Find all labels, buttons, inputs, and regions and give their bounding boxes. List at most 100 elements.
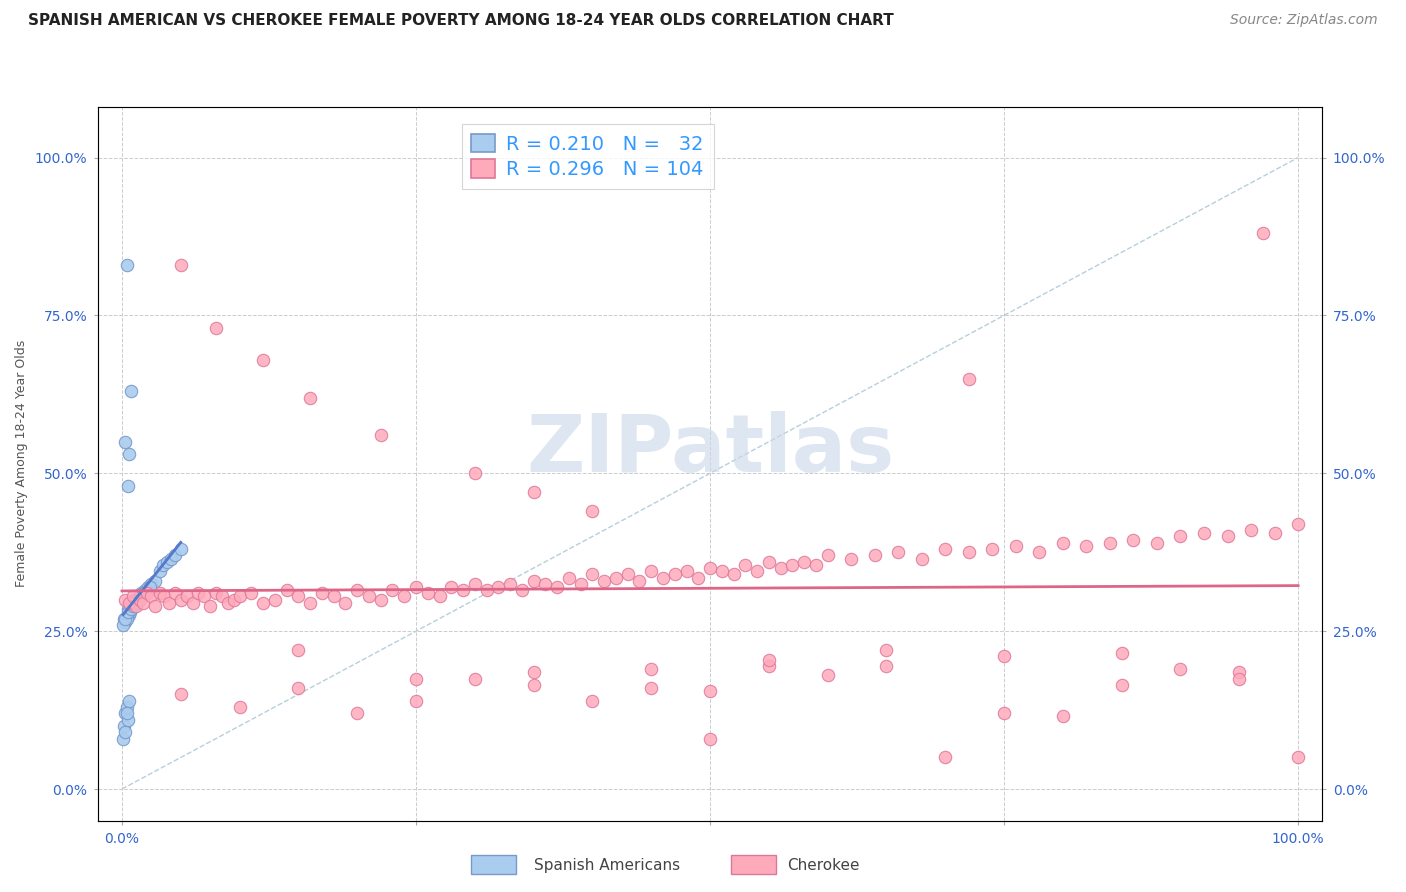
Point [170, 687, 193, 701]
Point [228, 700, 250, 714]
Point [135, 586, 157, 600]
Point [311, 586, 333, 600]
Point [1052, 535, 1074, 549]
Point [745, 564, 768, 578]
Point [1076, 539, 1098, 553]
Point [136, 580, 159, 594]
Point [287, 643, 309, 657]
Point [127, 592, 149, 607]
Point [114, 434, 136, 449]
Text: ZIPatlas: ZIPatlas [526, 410, 894, 489]
Point [1111, 678, 1133, 692]
Text: SPANISH AMERICAN VS CHEROKEE FEMALE POVERTY AMONG 18-24 YEAR OLDS CORRELATION CH: SPANISH AMERICAN VS CHEROKEE FEMALE POVE… [28, 13, 894, 29]
Point [699, 731, 721, 746]
Point [252, 596, 274, 610]
Point [370, 592, 392, 607]
Point [121, 590, 143, 604]
Point [118, 447, 141, 461]
Point [981, 542, 1004, 557]
Point [769, 561, 792, 575]
Point [112, 618, 135, 632]
Point [451, 583, 474, 598]
Point [170, 258, 193, 272]
Point [115, 700, 138, 714]
Point [688, 570, 710, 584]
Point [263, 592, 285, 607]
Point [346, 583, 368, 598]
Point [1111, 646, 1133, 660]
Point [181, 596, 204, 610]
Point [125, 596, 148, 610]
Point [252, 352, 274, 367]
Point [640, 681, 662, 695]
Point [887, 545, 910, 559]
Point [605, 570, 627, 584]
Point [217, 596, 239, 610]
Point [782, 558, 804, 572]
Point [1170, 529, 1192, 543]
Point [114, 611, 136, 625]
Point [581, 504, 603, 518]
Point [143, 574, 166, 588]
Point [112, 611, 135, 625]
Point [523, 678, 546, 692]
Point [1170, 662, 1192, 676]
Point [128, 590, 150, 604]
Point [581, 567, 603, 582]
Point [187, 586, 209, 600]
Point [240, 586, 263, 600]
Point [510, 583, 533, 598]
Point [114, 592, 136, 607]
Point [1286, 750, 1309, 764]
Point [120, 384, 142, 399]
Point [118, 693, 141, 707]
Point [1264, 526, 1286, 541]
Point [664, 567, 686, 582]
Point [392, 590, 416, 604]
Point [157, 596, 180, 610]
Point [839, 551, 862, 566]
Point [160, 551, 183, 566]
Point [911, 551, 934, 566]
Point [440, 580, 463, 594]
Point [176, 590, 198, 604]
Point [287, 681, 309, 695]
Point [118, 596, 141, 610]
Point [198, 599, 221, 613]
Point [416, 586, 439, 600]
Point [817, 549, 839, 563]
Point [143, 599, 166, 613]
Point [205, 586, 228, 600]
Point [523, 574, 546, 588]
Point [149, 564, 172, 578]
Text: Cherokee: Cherokee [787, 858, 860, 872]
Point [121, 599, 143, 613]
Point [117, 479, 139, 493]
Point [120, 602, 142, 616]
Point [205, 321, 228, 335]
Point [640, 564, 662, 578]
Point [1098, 535, 1121, 549]
Point [112, 719, 135, 733]
Point [875, 659, 897, 673]
Point [1216, 529, 1239, 543]
Point [276, 583, 298, 598]
Point [1286, 516, 1309, 531]
Point [1227, 665, 1250, 680]
Point [523, 485, 546, 500]
Point [534, 577, 557, 591]
Point [129, 586, 152, 600]
Point [125, 599, 148, 613]
Point [112, 731, 135, 746]
Point [149, 586, 172, 600]
Point [114, 725, 136, 739]
Point [405, 693, 427, 707]
Point [1192, 526, 1215, 541]
Point [699, 561, 721, 575]
Point [1122, 533, 1144, 547]
Point [134, 586, 156, 600]
Point [153, 590, 176, 604]
Point [117, 605, 139, 619]
Point [1052, 709, 1074, 723]
Point [1240, 523, 1263, 537]
